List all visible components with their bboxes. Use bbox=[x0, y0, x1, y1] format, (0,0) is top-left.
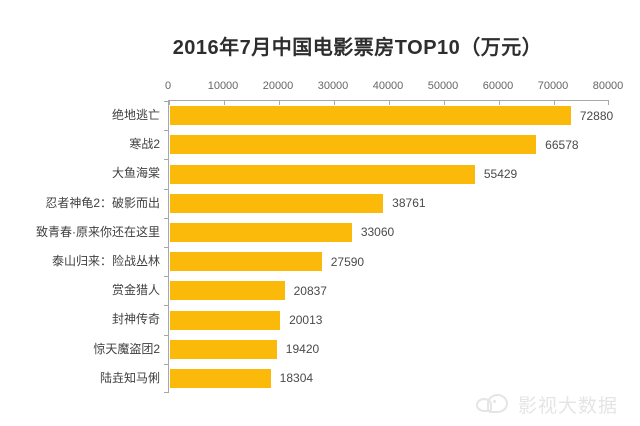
watermark-dot bbox=[492, 400, 496, 403]
watermark-bubble-large bbox=[486, 394, 508, 413]
x-axis-tick-labels: 0 10000 20000 30000 40000 50000 60000 70000 8000… bbox=[164, 80, 623, 94]
bar bbox=[170, 310, 281, 330]
x-axis-tick-mark bbox=[389, 101, 390, 105]
category-label: 忍者神龟2：破影而出 bbox=[45, 195, 160, 210]
bar-value-label: 18304 bbox=[279, 371, 314, 386]
x-axis-tick-mark bbox=[608, 101, 609, 105]
watermark: 影视大数据 bbox=[475, 390, 618, 418]
plot-area: 72880 66578 55429 38761 33060 27590 20837 20013… bbox=[164, 100, 613, 393]
category-label: 陆垚知马俐 bbox=[99, 370, 160, 385]
x-axis-tick-mark bbox=[334, 101, 335, 105]
y-axis-tick-mark bbox=[164, 188, 169, 190]
x-axis-tick-label: 20000 bbox=[262, 80, 294, 92]
bar-value-label: 38761 bbox=[392, 196, 426, 211]
bar-value-label: 19420 bbox=[285, 342, 320, 357]
x-axis-tick-label: 40000 bbox=[372, 80, 404, 92]
x-axis-tick-mark bbox=[554, 101, 555, 105]
bar-value-label: 20013 bbox=[289, 313, 323, 327]
x-axis-tick-mark bbox=[499, 101, 500, 105]
watermark-logo-icon bbox=[475, 390, 510, 418]
y-axis-tick-mark bbox=[164, 363, 169, 365]
category-label: 大鱼海棠 bbox=[111, 166, 160, 181]
bar bbox=[170, 368, 271, 388]
bar bbox=[170, 164, 475, 184]
bar-value-label: 33060 bbox=[360, 225, 395, 240]
y-axis-tick-mark bbox=[164, 130, 169, 132]
bar-value-label: 55429 bbox=[483, 167, 518, 181]
x-axis-tick-label: 10000 bbox=[207, 80, 239, 92]
x-axis-tick-mark bbox=[444, 101, 445, 105]
bar-value-label: 20837 bbox=[293, 283, 327, 298]
bar bbox=[170, 135, 537, 155]
x-axis-tick-mark bbox=[224, 101, 225, 105]
y-axis-tick-mark bbox=[164, 247, 169, 248]
bar bbox=[170, 222, 352, 242]
category-label: 寒战2 bbox=[129, 137, 160, 152]
x-axis-tick-label: 80000 bbox=[592, 80, 624, 92]
category-label: 惊天魔盗团2 bbox=[93, 341, 160, 356]
bar-value-label: 27590 bbox=[330, 254, 365, 269]
x-axis-tick-mark bbox=[169, 101, 170, 105]
bar-value-label: 72880 bbox=[579, 108, 614, 123]
category-label: 封神传奇 bbox=[111, 312, 160, 327]
category-label: 致青春·原来你还在这里 bbox=[36, 224, 160, 239]
x-axis-tick-label: 60000 bbox=[482, 80, 514, 92]
x-axis-tick-label: 50000 bbox=[427, 80, 459, 92]
y-axis-tick-mark bbox=[164, 334, 169, 336]
x-axis-tick-label: 70000 bbox=[537, 80, 569, 92]
bar bbox=[170, 281, 285, 301]
y-axis-tick-mark bbox=[164, 305, 169, 307]
y-axis-tick-mark bbox=[164, 392, 169, 393]
y-axis-tick-mark bbox=[164, 217, 169, 219]
bar bbox=[170, 339, 277, 359]
x-axis-tick-mark bbox=[279, 101, 280, 105]
category-label: 绝地逃亡 bbox=[111, 108, 160, 123]
x-axis-tick-label: 0 bbox=[164, 80, 172, 92]
bar bbox=[170, 106, 571, 126]
y-axis-tick-mark bbox=[164, 159, 169, 161]
y-axis-tick-mark bbox=[164, 101, 169, 102]
category-label: 泰山归来：险战丛林 bbox=[51, 254, 160, 269]
y-axis-tick-mark bbox=[164, 276, 169, 278]
chart-title: 2016年7月中国电影票房TOP10（万元） bbox=[172, 37, 543, 59]
bar bbox=[170, 252, 322, 272]
x-axis-tick-label: 30000 bbox=[317, 80, 349, 92]
bar-value-label: 66578 bbox=[545, 137, 579, 152]
bar bbox=[170, 193, 384, 213]
category-label: 赏金猎人 bbox=[111, 283, 160, 298]
watermark-text: 影视大数据 bbox=[517, 395, 618, 417]
